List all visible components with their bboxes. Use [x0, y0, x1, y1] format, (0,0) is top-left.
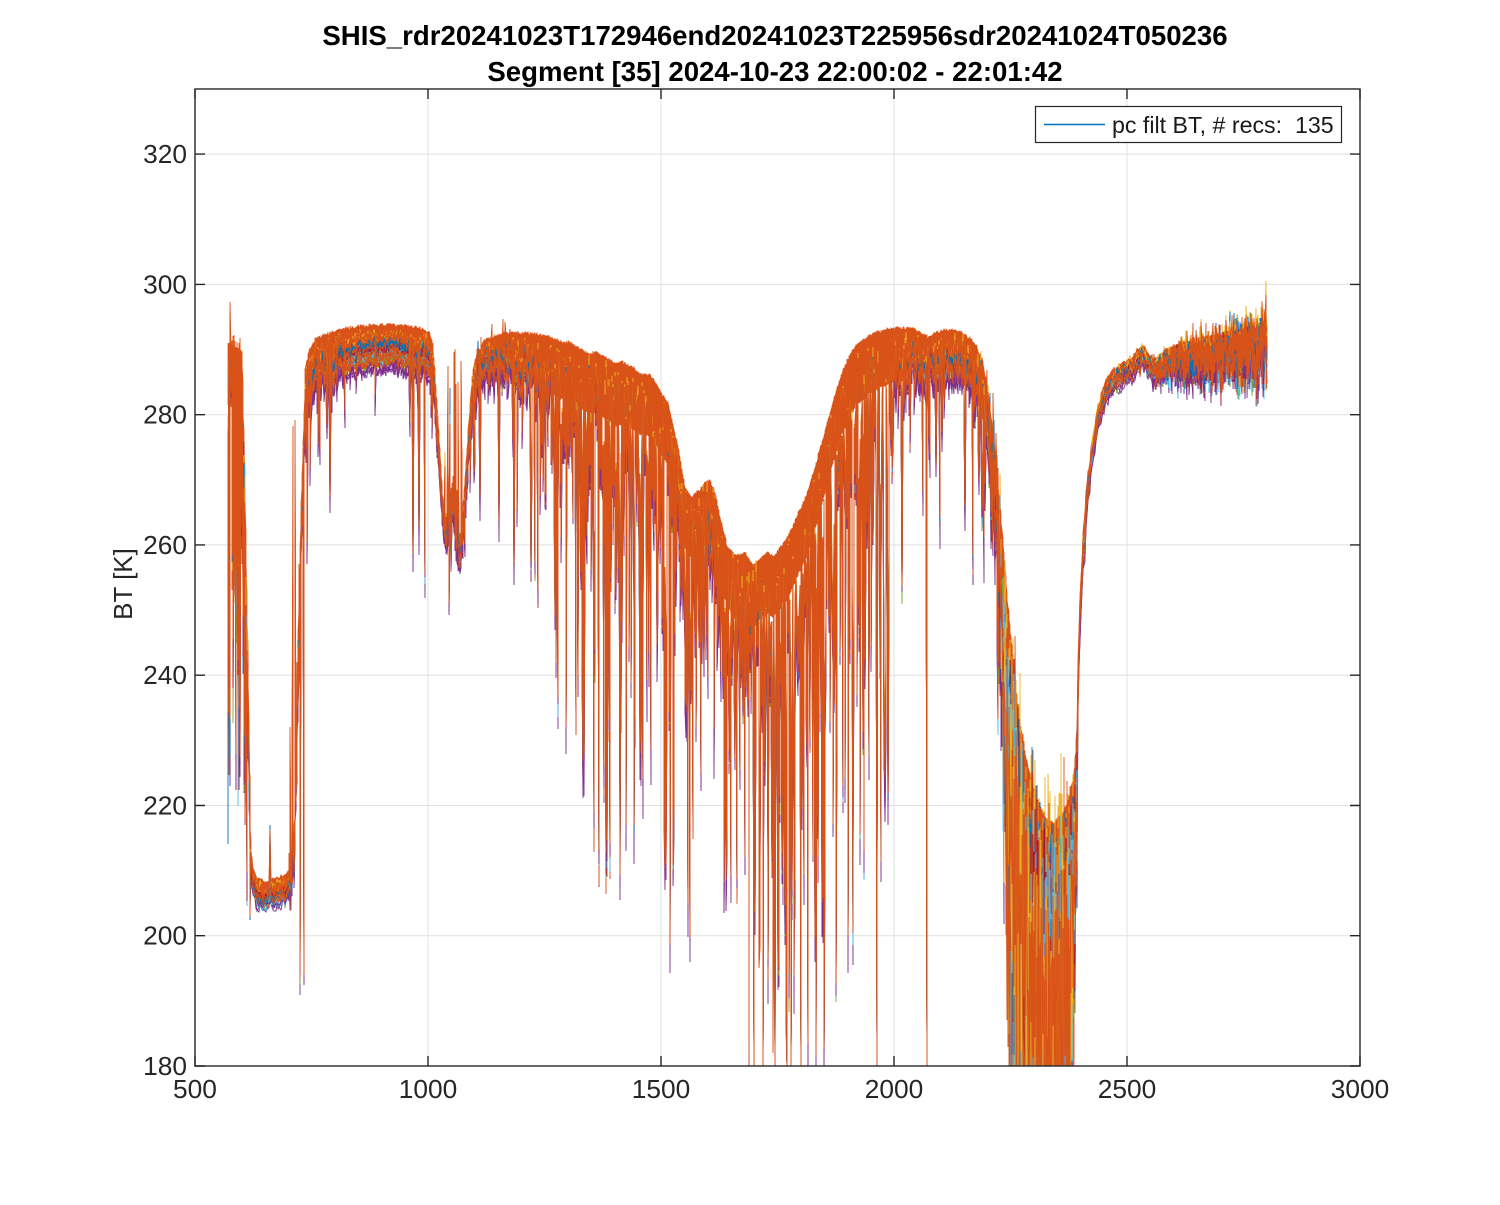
svg-text:Segment [35] 2024-10-23 22:00:: Segment [35] 2024-10-23 22:00:02 - 22:01… — [487, 56, 1062, 87]
svg-text:3000: 3000 — [1331, 1074, 1390, 1104]
svg-text:180: 180 — [143, 1051, 187, 1081]
svg-text:320: 320 — [143, 139, 187, 169]
svg-text:1000: 1000 — [399, 1074, 458, 1104]
svg-text:300: 300 — [143, 269, 187, 299]
svg-text:260: 260 — [143, 530, 187, 560]
svg-text:pc filt BT, # recs: 135: pc filt BT, # recs: 135 — [1112, 112, 1334, 138]
svg-text:2500: 2500 — [1098, 1074, 1157, 1104]
svg-text:240: 240 — [143, 660, 187, 690]
svg-text:200: 200 — [143, 921, 187, 951]
svg-text:500: 500 — [173, 1074, 217, 1104]
svg-text:220: 220 — [143, 791, 187, 821]
svg-text:BT [K]: BT [K] — [108, 548, 138, 620]
svg-text:1500: 1500 — [632, 1074, 691, 1104]
svg-text:SHIS_rdr20241023T172946end2024: SHIS_rdr20241023T172946end20241023T22595… — [322, 20, 1227, 51]
svg-text:280: 280 — [143, 400, 187, 430]
svg-text:2000: 2000 — [865, 1074, 924, 1104]
